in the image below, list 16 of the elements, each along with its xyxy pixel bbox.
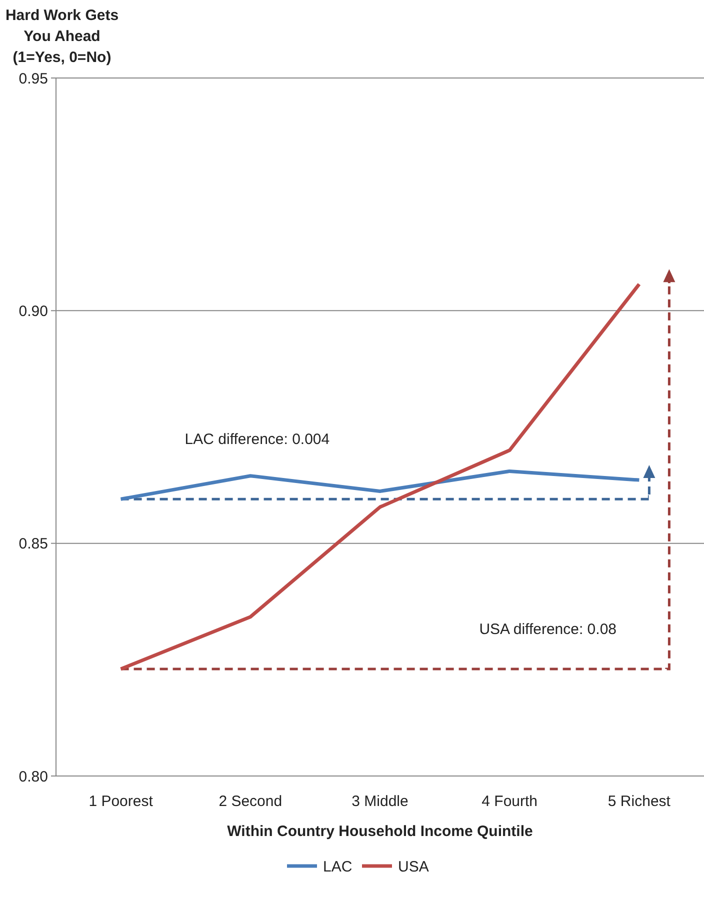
line-series [119, 469, 641, 501]
x-tick-label: 1 Poorest [88, 793, 154, 810]
legend-label: USA [398, 858, 429, 876]
annotation: USA difference: 0.08 [479, 620, 617, 638]
y-tick-label: 0.85 [18, 536, 48, 553]
x-tick-label: 2 Second [218, 793, 282, 810]
y-tick-label: 0.90 [18, 302, 48, 320]
x-tick-label: 5 Richest [608, 793, 672, 810]
y-tick-label: 0.95 [18, 70, 48, 88]
y-tick-label: 0.80 [18, 768, 48, 786]
x-axis-title: Within Country Household Income Quintile [227, 823, 533, 840]
legend-label: LAC [323, 858, 352, 876]
y-axis-title: Hard Work Gets You Ahead (1=Yes, 0=No) [5, 7, 119, 66]
annotation: LAC difference: 0.004 [184, 431, 330, 448]
x-tick-label: 4 Fourth [482, 793, 538, 810]
x-tick-label: 3 Middle [352, 793, 408, 810]
